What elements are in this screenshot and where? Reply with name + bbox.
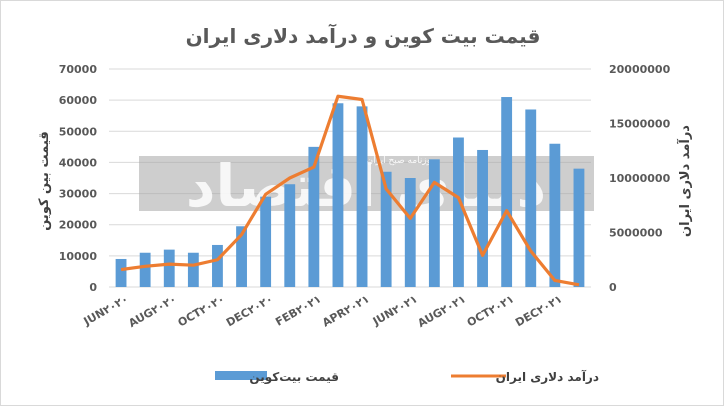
legend: قیمت بیت‌کوین درآمد دلاری ایران: [215, 369, 599, 385]
bar: [429, 159, 440, 287]
left-tick-label: 40000: [59, 156, 98, 169]
left-tick-label: 50000: [59, 125, 98, 138]
left-axis-ticks: 0 10000 20000 30000 40000 50000 60000 70000: [59, 63, 98, 294]
bar: [164, 250, 175, 287]
bar: [501, 97, 512, 287]
bar: [188, 253, 199, 287]
bar: [453, 138, 464, 287]
right-tick-label: 0: [609, 281, 617, 294]
chart-title: قیمت بیت کوین و درآمد دلاری ایران: [186, 23, 541, 48]
x-axis-ticks: JUN۲۰۲۰AUG۲۰۲۰OCT۲۰۲۰DEC۲۰۲۰FEB۲۰۲۱APR۲۰…: [81, 292, 565, 330]
x-tick-label: OCT۲۰۲۰: [176, 292, 227, 329]
right-tick-label: 20000000: [609, 63, 671, 76]
legend-label-bitcoin: قیمت بیت‌کوین: [249, 370, 339, 385]
x-tick-label: JUN۲۰۲۰: [81, 292, 131, 328]
right-tick-label: 5000000: [609, 227, 663, 240]
bar: [574, 169, 585, 287]
bar: [405, 178, 416, 287]
bar: [212, 245, 223, 287]
bar: [140, 253, 151, 287]
left-tick-label: 30000: [59, 188, 98, 201]
left-tick-label: 10000: [59, 250, 98, 263]
bar: [333, 103, 344, 287]
right-tick-label: 10000000: [609, 172, 671, 185]
x-tick-label: AUG۲۰۲۱: [416, 292, 468, 330]
bar: [549, 144, 560, 287]
right-axis-title: درآمد دلاری ایران: [676, 125, 693, 237]
right-tick-label: 15000000: [609, 118, 671, 131]
x-tick-label: JUN۲۰۲۱: [370, 292, 420, 328]
x-tick-label: FEB۲۰۲۱: [273, 292, 323, 328]
bar: [284, 184, 295, 287]
x-tick-label: APR۲۰۲۱: [320, 292, 371, 329]
left-tick-label: 20000: [59, 219, 98, 232]
x-tick-label: AUG۲۰۲۰: [126, 292, 178, 330]
bar: [116, 259, 127, 287]
left-tick-label: 70000: [59, 63, 98, 76]
left-tick-label: 0: [89, 281, 97, 294]
bar: [260, 197, 271, 287]
left-axis-title: قیمت بین کوین: [37, 131, 52, 231]
bar: [525, 109, 536, 287]
x-tick-label: OCT۲۰۲۱: [465, 292, 516, 329]
legend-label-revenue: درآمد دلاری ایران: [496, 369, 599, 384]
x-tick-label: DEC۲۰۲۰: [224, 292, 275, 329]
bar: [477, 150, 488, 287]
right-axis-ticks: 0 5000000 10000000 15000000 20000000: [609, 63, 671, 294]
left-tick-label: 60000: [59, 94, 98, 107]
bar: [357, 106, 368, 287]
x-tick-label: DEC۲۰۲۱: [513, 292, 564, 329]
